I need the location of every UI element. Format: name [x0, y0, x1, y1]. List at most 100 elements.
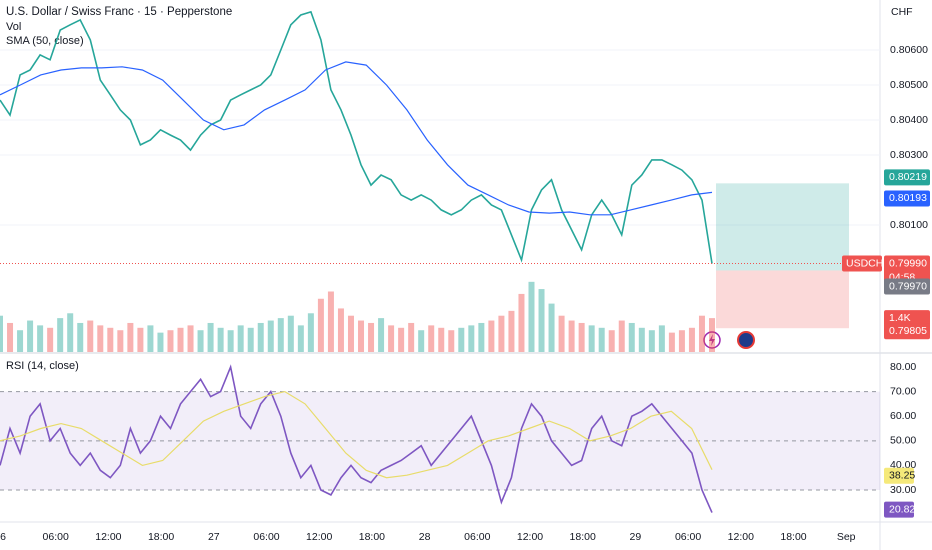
- volume-bar: [187, 325, 194, 352]
- volume-bar: [27, 320, 34, 352]
- volume-bar: [327, 291, 334, 352]
- volume-bar: [368, 322, 375, 352]
- stop-label-box: [884, 323, 930, 340]
- volume-bar: [638, 327, 645, 352]
- x-tick-label: 18:00: [570, 531, 596, 543]
- target-label: 0.80219: [889, 171, 927, 183]
- y-tick-label: 0.80400: [890, 114, 928, 126]
- series-line: [0, 10, 713, 264]
- rsi-legend: RSI (14, close): [6, 360, 79, 372]
- flag-icon[interactable]: [737, 331, 755, 349]
- volume-bar: [337, 308, 344, 352]
- stop-label: 0.79805: [889, 325, 927, 337]
- rsi-ma-last: 38.25: [889, 469, 915, 481]
- y-tick-label: 80.00: [890, 361, 916, 373]
- volume-bar: [127, 322, 134, 352]
- volume-bar: [558, 315, 565, 352]
- volume-bar: [478, 322, 485, 352]
- x-tick-label: Sep: [837, 531, 856, 543]
- volume-bar: [468, 325, 475, 352]
- volume-bar: [498, 315, 505, 352]
- volume-bar: [438, 327, 445, 352]
- volume-bar: [448, 330, 455, 352]
- volume-legend: Vol: [6, 21, 21, 33]
- volume-bar: [528, 281, 535, 352]
- series-line: [0, 390, 713, 479]
- volume-bar: [618, 320, 625, 352]
- y-tick-label: 0.80300: [890, 149, 928, 161]
- x-tick-label: 12:00: [728, 531, 754, 543]
- x-tick-label: 06:00: [253, 531, 279, 543]
- rsi-ma-last-box: [884, 467, 914, 484]
- volume-bar: [658, 325, 665, 352]
- volume-bar: [237, 325, 244, 352]
- volume-bar: [488, 320, 495, 352]
- volume-bar: [668, 332, 675, 352]
- x-tick-label: 06:00: [675, 531, 701, 543]
- y-tick-label: 0.80500: [890, 79, 928, 91]
- rsi-last: 20.82: [889, 503, 915, 515]
- y-tick-label: 0.80600: [890, 44, 928, 56]
- volume-bar: [147, 325, 154, 352]
- volume-bar: [428, 325, 435, 352]
- x-tick-label: 18:00: [359, 531, 385, 543]
- x-tick-label: 12:00: [306, 531, 332, 543]
- volume-bar: [398, 327, 405, 352]
- volume-bar: [458, 327, 465, 352]
- volume-bar: [648, 330, 655, 352]
- volume-bar: [197, 330, 204, 352]
- volume-bar: [17, 330, 24, 352]
- volume-bar: [347, 315, 354, 352]
- entry-label-box: [884, 278, 930, 295]
- volume-bar: [518, 293, 525, 352]
- symbol-tag-box: [842, 255, 882, 272]
- volume-bar: [0, 315, 3, 352]
- volume-bar: [307, 313, 314, 352]
- x-tick-label: 28: [419, 531, 431, 543]
- volume-bar: [568, 320, 575, 352]
- loss-zone: [716, 270, 849, 329]
- volume-bar: [709, 318, 715, 352]
- volume-bar: [117, 330, 124, 352]
- volume-bar: [177, 327, 184, 352]
- volume-bar: [247, 327, 254, 352]
- volume-bar: [378, 318, 385, 352]
- symbol-title: U.S. Dollar / Swiss Franc · 15 · Peppers…: [6, 6, 232, 18]
- volume-bar: [418, 330, 425, 352]
- series-line: [0, 61, 713, 216]
- x-tick-label: 18:00: [148, 531, 174, 543]
- sma-last-label-box: [884, 190, 930, 207]
- y-tick-label: 30.00: [890, 484, 916, 496]
- last-price-label: 0.79990: [889, 257, 927, 269]
- volume-bar: [588, 325, 595, 352]
- volume-bar: [688, 327, 695, 352]
- x-tick-label: 27: [208, 531, 220, 543]
- volume-bar: [7, 322, 14, 352]
- currency-label[interactable]: CHF: [891, 6, 913, 18]
- volume-bar: [408, 322, 415, 352]
- volume-bar: [257, 322, 264, 352]
- volume-bar: [508, 310, 515, 352]
- entry-label: 0.79970: [889, 280, 927, 292]
- volume-bar: [698, 315, 705, 352]
- volume-bar: [388, 325, 395, 352]
- volume-bar: [87, 320, 94, 352]
- target-label-box: [884, 169, 930, 186]
- volume-bar: [297, 325, 304, 352]
- volume-bar: [227, 330, 234, 352]
- volume-bar: [167, 330, 174, 352]
- x-tick-label: 06:00: [464, 531, 490, 543]
- x-tick-label: 12:00: [95, 531, 121, 543]
- x-tick-label: 29: [630, 531, 642, 543]
- volume-bar: [548, 303, 555, 352]
- volume-bar: [47, 327, 54, 352]
- volume-last-label: 1.4K: [889, 312, 911, 324]
- volume-bar: [67, 313, 74, 352]
- y-tick-label: 60.00: [890, 410, 916, 422]
- volume-bar: [277, 318, 284, 352]
- volume-bar: [317, 298, 324, 352]
- volume-bar: [217, 327, 224, 352]
- x-tick-label: 18:00: [780, 531, 806, 543]
